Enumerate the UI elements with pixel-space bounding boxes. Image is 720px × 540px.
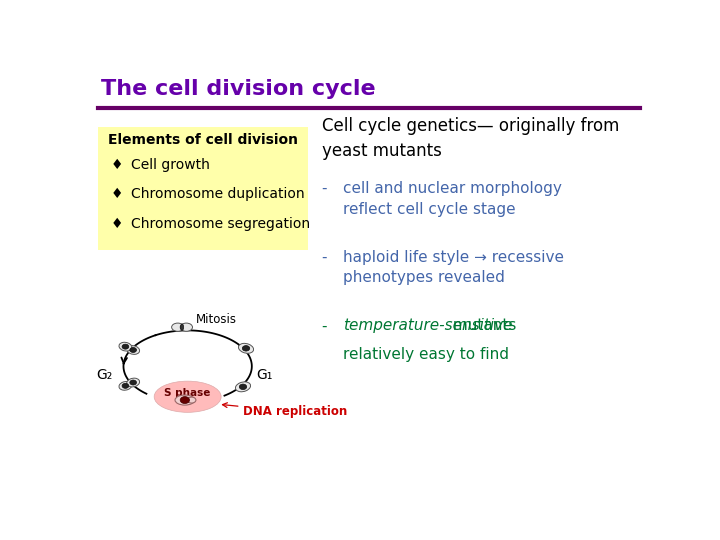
Text: relatively easy to find: relatively easy to find xyxy=(343,347,509,362)
Text: ♦: ♦ xyxy=(111,158,123,172)
Text: Elements of cell division: Elements of cell division xyxy=(109,133,298,147)
Circle shape xyxy=(180,396,189,403)
Ellipse shape xyxy=(181,324,184,330)
Text: Cell cycle genetics— originally from
yeast mutants: Cell cycle genetics— originally from yea… xyxy=(322,117,619,160)
Text: Chromosome duplication: Chromosome duplication xyxy=(131,187,305,201)
Ellipse shape xyxy=(119,381,132,390)
Circle shape xyxy=(243,346,250,351)
Text: haploid life style → recessive
phenotypes revealed: haploid life style → recessive phenotype… xyxy=(343,250,564,285)
Text: G₂: G₂ xyxy=(96,368,113,382)
Text: G₁: G₁ xyxy=(256,368,273,382)
Ellipse shape xyxy=(154,381,221,413)
Ellipse shape xyxy=(175,395,194,405)
Text: Mitosis: Mitosis xyxy=(196,313,237,326)
Circle shape xyxy=(122,344,129,349)
Ellipse shape xyxy=(127,346,140,354)
Ellipse shape xyxy=(235,382,251,392)
Ellipse shape xyxy=(171,323,184,332)
Ellipse shape xyxy=(119,342,132,351)
Text: ♦: ♦ xyxy=(111,187,123,201)
Text: S phase: S phase xyxy=(164,388,211,399)
Text: -: - xyxy=(322,181,327,196)
Ellipse shape xyxy=(238,343,253,353)
Ellipse shape xyxy=(187,397,196,403)
Text: Cell growth: Cell growth xyxy=(131,158,210,172)
Circle shape xyxy=(122,383,129,388)
Circle shape xyxy=(130,380,137,385)
Text: DNA replication: DNA replication xyxy=(222,403,348,418)
Text: temperature-sensitive: temperature-sensitive xyxy=(343,319,512,333)
Ellipse shape xyxy=(127,378,140,387)
Text: Chromosome segregation: Chromosome segregation xyxy=(131,217,310,231)
Text: cell and nuclear morphology
reflect cell cycle stage: cell and nuclear morphology reflect cell… xyxy=(343,181,562,217)
Circle shape xyxy=(130,348,137,353)
FancyBboxPatch shape xyxy=(99,127,307,250)
Text: mutants: mutants xyxy=(448,319,516,333)
Ellipse shape xyxy=(180,323,192,332)
Text: -: - xyxy=(322,250,327,265)
Circle shape xyxy=(239,384,247,389)
Text: -: - xyxy=(322,319,327,333)
Text: The cell division cycle: The cell division cycle xyxy=(101,79,376,99)
Text: ♦: ♦ xyxy=(111,217,123,231)
